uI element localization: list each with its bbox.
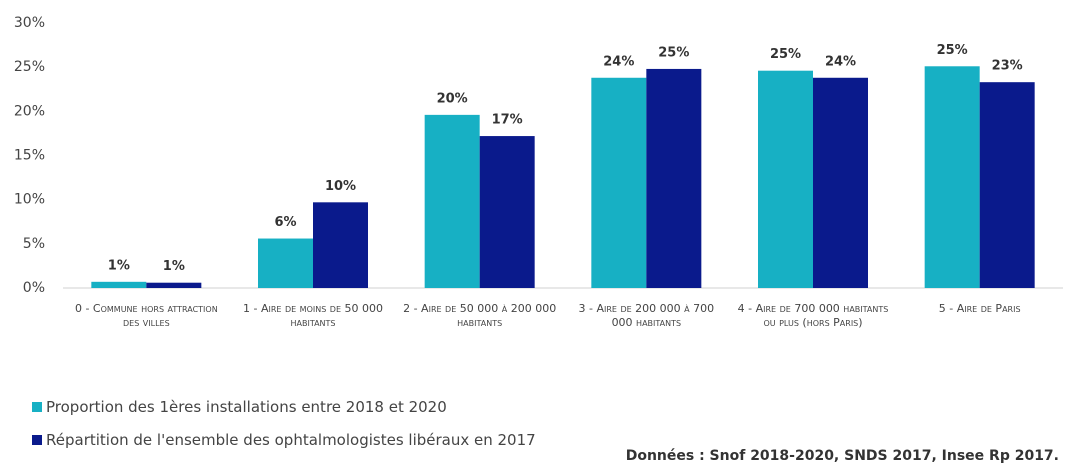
value-label: 6%	[274, 215, 296, 230]
bar	[91, 281, 147, 288]
x-tick-label: 0 - Commune hors attraction des villes	[74, 302, 218, 329]
legend-label: Proportion des 1ères installations entre…	[46, 398, 447, 416]
value-label: 25%	[658, 45, 689, 60]
legend-label: Répartition de l'ensemble des ophtalmolo…	[46, 431, 536, 449]
value-label: 25%	[770, 47, 801, 62]
bar	[591, 77, 647, 289]
legend-swatch	[32, 435, 42, 445]
value-label: 17%	[492, 113, 523, 128]
value-label: 25%	[937, 43, 968, 58]
y-tick-label: 10%	[14, 192, 45, 208]
x-tick-label: 4 - Aire de 700 000 habitants ou plus (h…	[737, 302, 889, 329]
bar	[813, 77, 868, 289]
legend-item: Répartition de l'ensemble des ophtalmolo…	[32, 431, 536, 449]
value-label: 24%	[825, 54, 856, 69]
y-tick-label: 0%	[23, 280, 45, 296]
value-label: 23%	[992, 59, 1023, 74]
legend-swatch	[32, 402, 42, 412]
bar	[424, 114, 480, 288]
bar	[258, 238, 313, 288]
y-tick-label: 5%	[23, 236, 45, 252]
value-label: 1%	[163, 259, 185, 274]
bar	[146, 282, 202, 288]
y-tick-label: 20%	[14, 103, 45, 119]
x-tick-label: 2 - Aire de 50 000 à 200 000 habitants	[403, 302, 557, 329]
bar	[479, 136, 535, 288]
x-tick-label: 3 - Aire de 200 000 à 700 000 habitants	[578, 302, 715, 329]
bar	[646, 68, 702, 288]
value-label: 24%	[603, 54, 634, 69]
value-label: 1%	[108, 258, 130, 273]
bar	[924, 66, 980, 289]
y-tick-label: 15%	[14, 148, 45, 164]
legend-item: Proportion des 1ères installations entre…	[32, 398, 447, 416]
value-label: 10%	[325, 179, 356, 194]
y-tick-label: 30%	[14, 15, 45, 31]
bar	[979, 82, 1035, 288]
value-label: 20%	[437, 91, 468, 106]
bar	[313, 202, 368, 288]
x-tick-label: 5 - Aire de Paris	[938, 302, 1021, 315]
y-tick-label: 25%	[14, 59, 45, 75]
x-tick-label: 1 - Aire de moins de 50 000 habitants	[243, 302, 383, 329]
bar	[758, 70, 813, 288]
source: Données : Snof 2018-2020, SNDS 2017, Ins…	[625, 448, 1059, 464]
